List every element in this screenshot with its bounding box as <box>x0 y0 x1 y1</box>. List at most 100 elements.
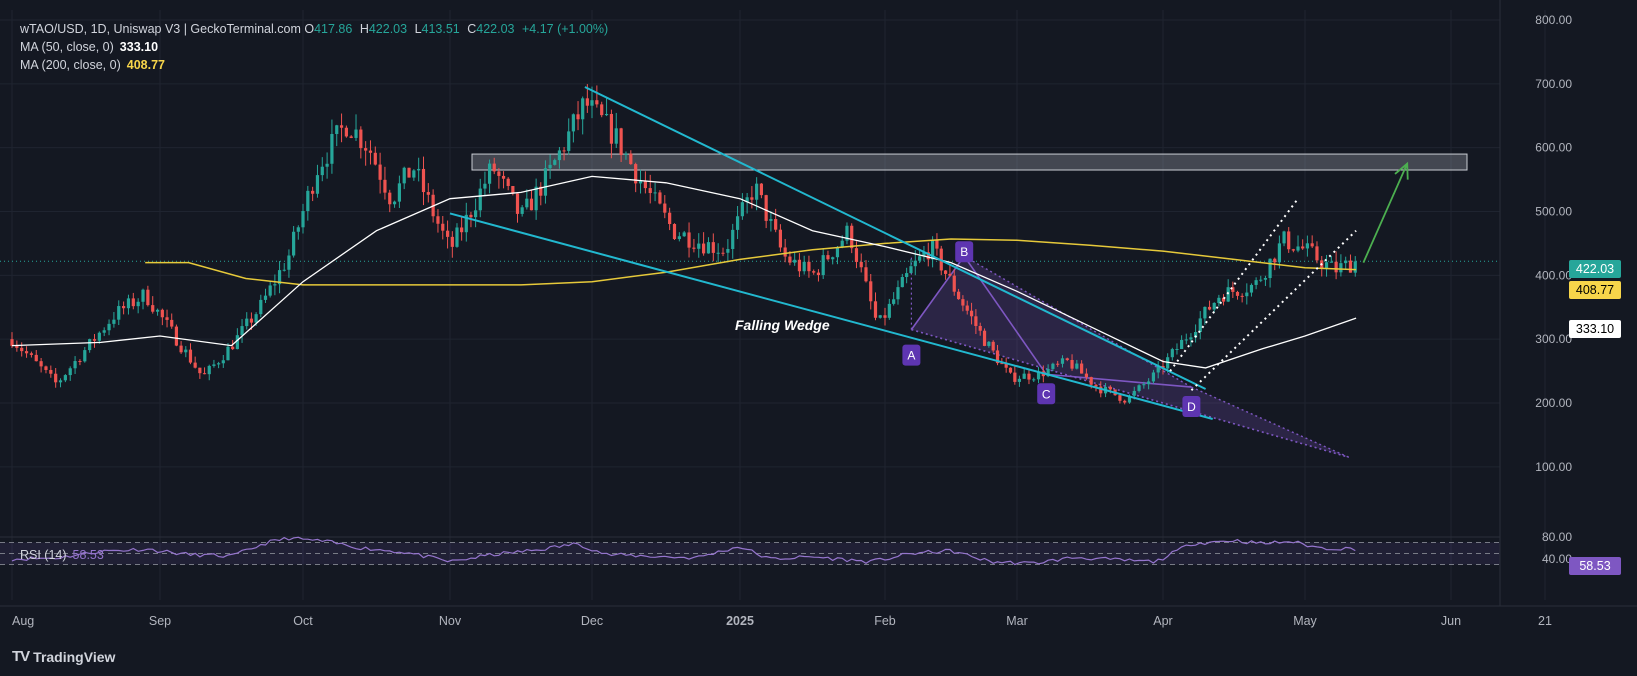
breakout-arrow-shaft <box>1362 163 1409 263</box>
candle-body <box>793 259 797 263</box>
candle <box>1170 347 1174 361</box>
candle-body <box>697 243 701 249</box>
tradingview-brand[interactable]: TV TradingView <box>12 648 115 665</box>
candle <box>426 183 430 203</box>
pattern-upper-guide <box>963 255 1192 388</box>
candle <box>34 349 38 362</box>
x-tick-label: Jun <box>1441 614 1461 628</box>
candle <box>1334 251 1338 280</box>
candle <box>1245 283 1249 305</box>
ma200-value: 408.77 <box>126 58 165 72</box>
candle <box>887 298 891 320</box>
candle-body <box>1166 357 1170 369</box>
candle <box>388 189 392 213</box>
candle <box>92 334 97 348</box>
candle <box>436 209 440 233</box>
candle-body <box>778 229 783 248</box>
candle-body <box>20 347 24 352</box>
candle-body <box>249 318 254 323</box>
candle <box>263 288 268 304</box>
candle <box>931 236 935 268</box>
ma200-label: MA (200, close, 0) <box>20 58 121 72</box>
pattern-point-letter: B <box>960 245 968 259</box>
candle-body <box>826 255 830 260</box>
rsi-legend[interactable]: RSI (14) 58.53 <box>20 548 104 562</box>
candle <box>330 119 334 174</box>
y-tick-label: 800.00 <box>1535 13 1572 27</box>
candle <box>402 166 406 190</box>
candle <box>417 157 421 182</box>
candle <box>731 223 735 259</box>
candle-body <box>1273 258 1277 263</box>
candle <box>1070 354 1074 371</box>
candle-body <box>1180 339 1184 349</box>
candle-body <box>188 349 193 363</box>
abcd-pattern <box>910 254 1350 459</box>
candle <box>534 178 538 220</box>
ma50-row[interactable]: MA (50, close, 0) 333.10 <box>20 38 608 56</box>
candle-body <box>534 186 538 211</box>
candle-body <box>330 134 334 164</box>
candle-body <box>539 186 543 196</box>
resistance-zone <box>0 153 1500 262</box>
candle <box>20 342 24 357</box>
candle <box>170 313 174 329</box>
wedge-lower-line <box>449 212 1213 420</box>
candle <box>29 351 34 358</box>
candle-body <box>263 295 268 300</box>
candle <box>1339 254 1343 277</box>
candle-body <box>1099 386 1103 394</box>
candle <box>1075 359 1079 370</box>
candle-body <box>935 239 939 249</box>
candle <box>325 152 329 179</box>
candle-body <box>68 368 72 376</box>
candle-body <box>1315 246 1319 261</box>
candle-body <box>1310 243 1314 247</box>
candle <box>595 85 599 108</box>
candle-body <box>1344 260 1348 264</box>
candle <box>1291 248 1295 253</box>
pattern-point-a: A <box>902 344 921 366</box>
candle-body <box>58 380 63 383</box>
candle-body <box>1240 295 1244 297</box>
candle-body <box>226 346 230 361</box>
symbol-info[interactable]: wTAO/USD, 1D, Uniswap V3 | GeckoTerminal… <box>20 22 301 36</box>
candle <box>816 269 821 282</box>
pattern-point-letter: C <box>1042 387 1051 401</box>
candle <box>136 298 140 314</box>
candle-body <box>672 224 677 240</box>
candle <box>682 230 686 237</box>
pattern-fill <box>911 256 1349 458</box>
candle <box>202 367 207 375</box>
candle <box>421 156 426 206</box>
candle-body <box>553 160 557 165</box>
open-value: 417.86 <box>314 22 353 36</box>
candle-body <box>487 163 492 184</box>
candle-body <box>273 284 277 286</box>
ma200-row[interactable]: MA (200, close, 0) 408.77 <box>20 56 608 74</box>
candle <box>1259 275 1263 283</box>
candle-body <box>1156 365 1160 373</box>
candle-body <box>83 350 87 362</box>
candle <box>240 319 244 343</box>
candle-body <box>1207 306 1212 310</box>
candle-body <box>349 136 353 138</box>
candle-body <box>658 192 662 204</box>
candle-body <box>750 197 754 200</box>
rsi-legend-value: 58.53 <box>72 548 104 562</box>
x-tick-label: Feb <box>874 614 896 628</box>
candle-body <box>78 361 82 363</box>
candle-body <box>146 289 150 306</box>
candle <box>49 365 53 378</box>
candle <box>982 328 987 347</box>
candle <box>892 292 896 306</box>
candle-body <box>887 303 891 318</box>
candle <box>273 274 277 296</box>
x-tick-label: Sep <box>149 614 171 628</box>
candle <box>755 177 759 211</box>
candle <box>188 343 193 365</box>
candle <box>464 202 468 242</box>
candle <box>716 243 720 262</box>
candle-body <box>1175 348 1179 350</box>
